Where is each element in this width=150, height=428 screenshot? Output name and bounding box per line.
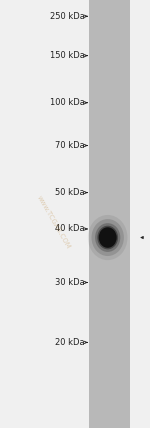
Ellipse shape	[92, 219, 124, 256]
Bar	[89, 0, 130, 428]
Ellipse shape	[99, 227, 117, 248]
Text: 70 kDa: 70 kDa	[55, 141, 85, 150]
Text: 150 kDa: 150 kDa	[50, 51, 85, 60]
Text: 250 kDa: 250 kDa	[50, 12, 85, 21]
Text: 20 kDa: 20 kDa	[55, 338, 85, 347]
Text: www.TCGAB.COM: www.TCGAB.COM	[36, 195, 72, 250]
Ellipse shape	[97, 226, 118, 250]
Ellipse shape	[88, 215, 128, 260]
Ellipse shape	[95, 223, 120, 252]
Text: 30 kDa: 30 kDa	[55, 278, 85, 287]
Text: 40 kDa: 40 kDa	[55, 224, 85, 234]
Text: 50 kDa: 50 kDa	[55, 188, 85, 197]
Text: 100 kDa: 100 kDa	[50, 98, 85, 107]
